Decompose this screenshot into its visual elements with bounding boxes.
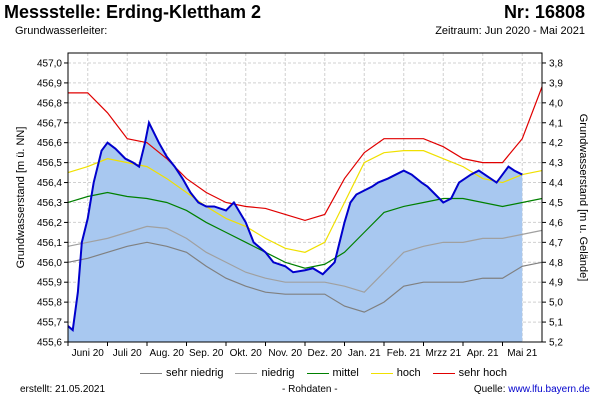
y2-axis-label: Grundwasserstand [m u. Gelände] — [577, 114, 589, 282]
legend-item-sehr-niedrig: sehr niedrig — [140, 367, 223, 379]
y2-tick-label: 4,9 — [549, 278, 563, 289]
created-date: erstellt: 21.05.2021 — [20, 384, 106, 395]
x-tick-label: Mrzz 21 — [425, 348, 461, 359]
x-tick-label: Nov. 20 — [268, 348, 302, 359]
y2-tick-label: 4,5 — [549, 198, 563, 209]
x-tick-label: Jan. 21 — [348, 348, 381, 359]
x-tick-label: Okt. 20 — [230, 348, 263, 359]
source-link[interactable]: www.lfu.bayern.de — [508, 384, 590, 395]
source-note: Quelle: www.lfu.bayern.de — [474, 384, 590, 395]
series-line-mittel — [67, 191, 543, 269]
legend-swatch — [306, 372, 329, 374]
y-tick-label: 456,0 — [37, 258, 62, 269]
source-label: Quelle: — [473, 384, 509, 395]
y2-tick-label: 3,9 — [549, 78, 563, 89]
x-tick-label: Juli 20 — [113, 348, 142, 359]
y2-tick-label: 4,0 — [549, 98, 563, 109]
x-tick-label: Sep. 20 — [189, 348, 224, 359]
y2-tick-label: 4,4 — [549, 178, 563, 189]
y2-tick-label: 4,6 — [549, 218, 563, 229]
y2-tick-label: 4,8 — [549, 258, 563, 269]
legend-label: sehr niedrig — [166, 367, 224, 379]
legend-swatch — [140, 372, 162, 374]
y2-tick-label: 3,8 — [549, 58, 563, 69]
legend-item-hoch: hoch — [370, 367, 421, 379]
legend-swatch — [370, 372, 393, 374]
legend-label: mittel — [332, 367, 359, 379]
y2-tick-label: 5,2 — [549, 338, 563, 349]
x-tick-label: Apr. 21 — [467, 348, 499, 359]
y-tick-label: 456,6 — [37, 138, 62, 149]
series-line-sehr-hoch — [68, 86, 543, 222]
series-line-hoch — [67, 150, 543, 253]
y2-tick-label: 4,7 — [549, 238, 563, 249]
y-tick-label: 455,9 — [37, 278, 62, 289]
legend-item-niedrig: niedrig — [235, 367, 295, 379]
measured-line — [67, 119, 523, 332]
y2-tick-label: 4,3 — [549, 158, 563, 169]
chart-legend: sehr niedrig niedrig mittel hoch sehr hoch — [140, 367, 519, 379]
x-tick-label: Mai 21 — [507, 348, 537, 359]
y-tick-label: 455,6 — [37, 338, 62, 349]
legend-label: hoch — [396, 367, 421, 379]
y2-tick-label: 4,1 — [549, 118, 563, 129]
legend-swatch — [235, 372, 258, 374]
y-tick-label: 456,9 — [37, 78, 62, 89]
y-tick-label: 456,5 — [37, 158, 62, 169]
y-tick-label: 456,2 — [37, 218, 62, 229]
legend-item-mittel: mittel — [306, 367, 359, 379]
measured-area — [68, 122, 523, 342]
y2-tick-label: 5,1 — [549, 318, 563, 329]
y2-tick-label: 4,2 — [549, 138, 563, 149]
y-tick-label: 455,8 — [37, 298, 62, 309]
legend-label: sehr hoch — [458, 367, 507, 379]
y2-tick-label: 5,0 — [549, 298, 563, 309]
y-tick-label: 456,4 — [37, 178, 62, 189]
x-tick-label: Dez. 20 — [308, 348, 343, 359]
legend-label: niedrig — [261, 367, 295, 379]
station-title: Messstelle: Erding-Klettham 2 — [4, 2, 262, 22]
y-tick-label: 456,8 — [37, 98, 62, 109]
legend-swatch — [432, 372, 455, 374]
x-tick-label: Feb. 21 — [387, 348, 421, 359]
y-tick-label: 456,7 — [37, 118, 62, 129]
y-axis-label: Grundwasserstand [m ü. NN] — [15, 127, 27, 269]
y-tick-label: 457,0 — [37, 58, 62, 69]
y-tick-label: 456,3 — [37, 198, 62, 209]
series-line-sehr-niedrig — [67, 241, 543, 313]
x-tick-label: Aug. 20 — [150, 348, 185, 359]
y-tick-label: 455,7 — [37, 318, 62, 329]
y-tick-label: 456,1 — [37, 238, 62, 249]
x-tick-label: Juni 20 — [72, 348, 105, 359]
station-number: Nr: 16808 — [503, 2, 585, 22]
raw-data-note: - Rohdaten - — [282, 384, 338, 395]
series-line-niedrig — [67, 225, 543, 293]
legend-item-sehr-hoch: sehr hoch — [432, 367, 507, 379]
period-label: Zeitraum: Jun 2020 - Mai 2021 — [435, 25, 585, 37]
aquifer-label: Grundwasserleiter: — [15, 25, 108, 37]
